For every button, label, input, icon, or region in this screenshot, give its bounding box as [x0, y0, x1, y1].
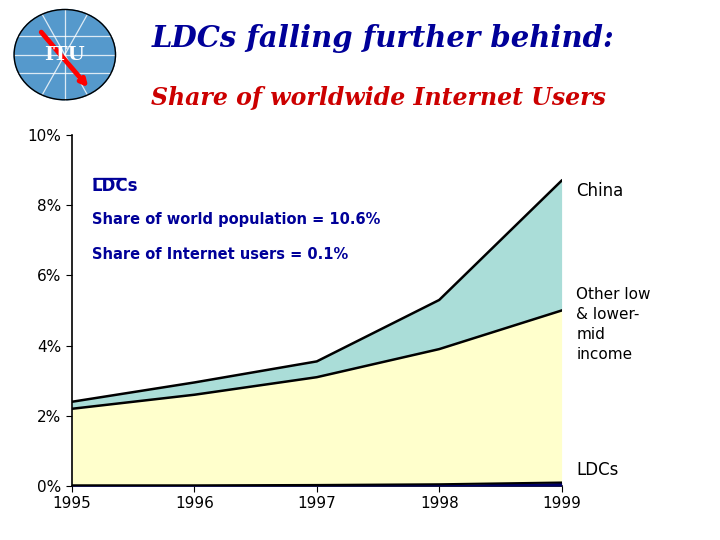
Text: Share of worldwide Internet Users: Share of worldwide Internet Users [151, 85, 606, 110]
Text: LDCs: LDCs [576, 461, 618, 479]
Text: China: China [576, 182, 624, 200]
Circle shape [14, 10, 115, 100]
Text: LDCs falling further behind:: LDCs falling further behind: [151, 24, 614, 53]
Text: LDCs: LDCs [91, 177, 138, 195]
Text: ITU: ITU [45, 46, 85, 64]
Text: Share of Internet users = 0.1%: Share of Internet users = 0.1% [91, 247, 348, 262]
Text: Share of world population = 10.6%: Share of world population = 10.6% [91, 212, 380, 227]
Text: Other low
& lower-
mid
income: Other low & lower- mid income [576, 287, 651, 362]
